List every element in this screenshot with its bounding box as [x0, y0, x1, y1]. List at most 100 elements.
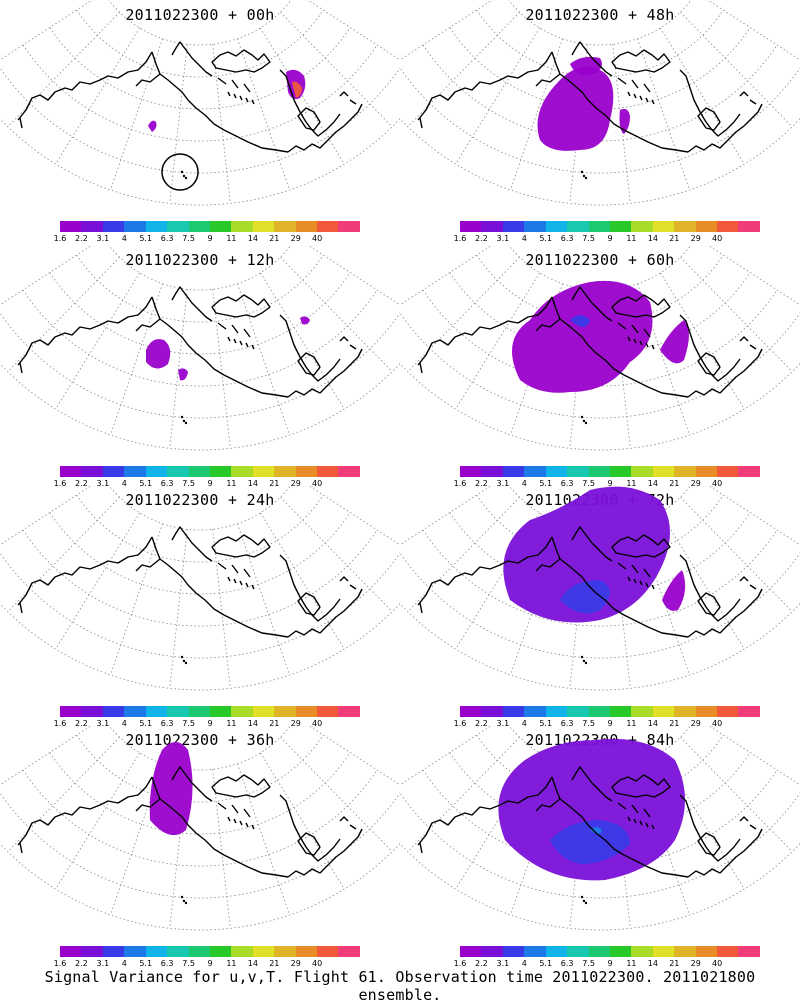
colorbar-swatch — [295, 946, 318, 957]
colorbar-swatch — [631, 466, 653, 477]
colorbar-tick-label: 5.1 — [539, 959, 553, 968]
coastline — [17, 41, 363, 153]
colorbar-swatch — [188, 946, 210, 957]
colorbar-tick-label: 4 — [121, 234, 127, 243]
colorbar-tick-label: 6.3 — [560, 959, 574, 968]
colorbar-swatch — [317, 466, 339, 477]
colorbar — [460, 706, 760, 717]
map-projection — [0, 725, 400, 931]
map-projection — [400, 0, 800, 206]
colorbar-tick-label: 40 — [712, 479, 723, 488]
colorbar-tick-label: 7.5 — [582, 959, 595, 968]
forecast-panel: 2011022300 + 36h 1.6 2.2 3.1 4 5.1 6.3 7.5 9 11 14… — [0, 725, 400, 970]
colorbar-tick-label: 40 — [712, 959, 723, 968]
colorbar-tick-label: 40 — [712, 719, 723, 728]
colorbar-tick-label: 14 — [247, 234, 258, 243]
colorbar-swatch — [231, 466, 253, 477]
colorbar-tick-label: 2.2 — [475, 959, 488, 968]
panel-title: 2011022300 + 48h — [525, 6, 675, 24]
colorbar-swatch — [460, 221, 482, 232]
colorbar — [460, 466, 760, 477]
colorbar-labels: 1.6 2.2 3.1 4 5.1 6.3 7.5 9 11 14 21 29 40 — [454, 959, 760, 969]
colorbar-swatch — [460, 466, 482, 477]
colorbar-swatch — [209, 946, 232, 957]
colorbar-swatch — [481, 466, 503, 477]
colorbar-tick-label: 5.1 — [139, 719, 153, 728]
colorbar-tick-label: 1.6 — [53, 959, 67, 968]
colorbar-tick-label: 21 — [269, 959, 280, 968]
variance-field — [149, 742, 193, 836]
colorbar — [460, 221, 760, 232]
panel-title: 2011022300 + 12h — [125, 251, 275, 269]
colorbar-swatch — [717, 466, 739, 477]
colorbar-swatch — [567, 946, 589, 957]
colorbar-tick-label: 11 — [626, 234, 637, 243]
graticule — [0, 725, 400, 931]
colorbar-swatch — [545, 706, 568, 717]
colorbar-swatch — [631, 221, 653, 232]
colorbar-swatch — [102, 466, 125, 477]
observation-circle — [161, 153, 199, 191]
variance-field — [512, 280, 689, 393]
colorbar-swatch — [338, 466, 360, 477]
colorbar-tick-label: 11 — [226, 479, 237, 488]
colorbar-swatch — [145, 946, 168, 957]
colorbar-tick-label: 1.6 — [453, 719, 467, 728]
colorbar-tick-label: 3.1 — [496, 234, 510, 243]
colorbar-swatch — [102, 221, 125, 232]
colorbar-swatch — [524, 706, 546, 717]
colorbar-swatch — [631, 706, 653, 717]
colorbar-tick-label: 11 — [626, 959, 637, 968]
colorbar-swatch — [231, 706, 253, 717]
colorbar-swatch — [609, 466, 632, 477]
colorbar-swatch — [295, 466, 318, 477]
colorbar-tick-label: 5.1 — [139, 959, 153, 968]
coastline — [417, 526, 763, 638]
colorbar-tick-label: 14 — [247, 959, 258, 968]
colorbar-swatch — [674, 221, 696, 232]
colorbar-tick-label: 3.1 — [496, 959, 510, 968]
hawaii-islands — [580, 655, 588, 665]
colorbar-swatch — [81, 946, 103, 957]
colorbar-tick-label: 14 — [247, 719, 258, 728]
colorbar-swatch — [188, 466, 210, 477]
colorbar-tick-label: 5.1 — [539, 234, 553, 243]
colorbar-tick-label: 3.1 — [496, 719, 510, 728]
colorbar-swatch — [695, 221, 718, 232]
colorbar-swatch — [738, 946, 760, 957]
panel-title: 2011022300 + 24h — [125, 491, 275, 509]
colorbar-tick-label: 14 — [247, 479, 258, 488]
colorbar-tick-label: 5.1 — [539, 479, 553, 488]
map-projection — [400, 245, 800, 451]
colorbar-swatch — [567, 221, 589, 232]
colorbar-tick-label: 40 — [312, 479, 323, 488]
colorbar-tick-label: 4 — [121, 479, 127, 488]
colorbar — [60, 706, 360, 717]
colorbar-swatch — [695, 706, 718, 717]
colorbar-swatch — [609, 946, 632, 957]
colorbar-swatch — [252, 946, 275, 957]
colorbar-swatch — [545, 221, 568, 232]
map-projection — [0, 245, 400, 451]
colorbar-tick-label: 14 — [647, 959, 658, 968]
colorbar-tick-label: 7.5 — [582, 719, 595, 728]
colorbar-swatch — [588, 946, 610, 957]
colorbar-swatch — [588, 466, 610, 477]
colorbar-labels: 1.6 2.2 3.1 4 5.1 6.3 7.5 9 11 14 21 29 40 — [454, 479, 760, 489]
colorbar-tick-label: 11 — [626, 719, 637, 728]
colorbar-tick-label: 2.2 — [475, 234, 488, 243]
panel-title: 2011022300 + 60h — [525, 251, 675, 269]
colorbar-swatch — [252, 221, 275, 232]
colorbar-swatch — [274, 221, 296, 232]
colorbar-tick-label: 9 — [607, 719, 613, 728]
colorbar-swatch — [502, 706, 525, 717]
colorbar-swatch — [209, 221, 232, 232]
colorbar-tick-label: 6.3 — [160, 959, 174, 968]
colorbar-swatch — [295, 221, 318, 232]
colorbar-swatch — [252, 706, 275, 717]
map-projection — [400, 725, 800, 931]
colorbar-swatch — [481, 221, 503, 232]
colorbar-swatch — [652, 706, 675, 717]
map-projection — [0, 0, 400, 206]
colorbar-tick-label: 2.2 — [475, 719, 488, 728]
